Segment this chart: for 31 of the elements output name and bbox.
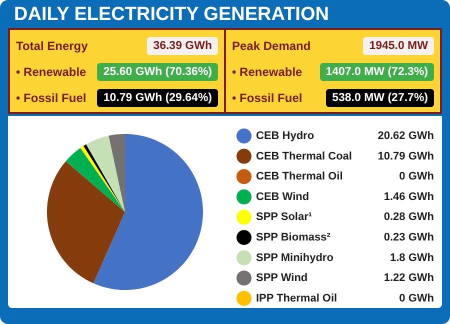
text: Total Energy: [16, 39, 88, 53]
data-label: 0.28 GWh: [384, 211, 434, 224]
data-label: 1.8 GWh: [390, 252, 434, 264]
legend-label: CEB Thermal Oil: [256, 170, 343, 183]
text: 1407.0 MW (72.3%): [320, 63, 434, 81]
text: DAILY ELECTRICITY GENERATION: [13, 3, 330, 27]
text: 36.39 GWh: [147, 37, 218, 55]
text: Peak Demand: [232, 39, 311, 53]
legend-label: CEB Wind: [256, 190, 310, 203]
text: 25.60 GWh (70.36%): [97, 63, 218, 81]
data-label: 1.22 GWh: [384, 272, 434, 284]
legend-label: SPP Biomass²: [256, 232, 331, 244]
data-label: 1.46 GWh: [384, 190, 434, 203]
legend-label: IPP Thermal Oil: [256, 292, 338, 304]
text: • Renewable: [16, 65, 86, 79]
legend-label: CEB Thermal Coal: [256, 150, 352, 162]
text: • Fossil Fuel: [232, 91, 302, 105]
text: • Fossil Fuel: [16, 91, 86, 105]
text: 10.79 GWh (29.64%): [97, 89, 218, 107]
legend-label: CEB Hydro: [256, 130, 314, 142]
data-label: 20.62 GWh: [378, 130, 434, 142]
legend-label: SPP Solar¹: [256, 211, 312, 224]
data-label: 0.23 GWh: [384, 232, 434, 244]
text: 0 GWh: [399, 170, 434, 183]
legend-label: SPP Wind: [256, 272, 308, 284]
data-label: 10.79 GWh: [378, 150, 434, 162]
text: 0 GWh: [399, 292, 434, 304]
text: • Renewable: [232, 65, 302, 79]
text: 1945.0 MW: [363, 37, 434, 55]
legend-label: SPP Minihydro: [256, 252, 334, 264]
text: 538.0 MW (27.7%): [326, 89, 434, 107]
